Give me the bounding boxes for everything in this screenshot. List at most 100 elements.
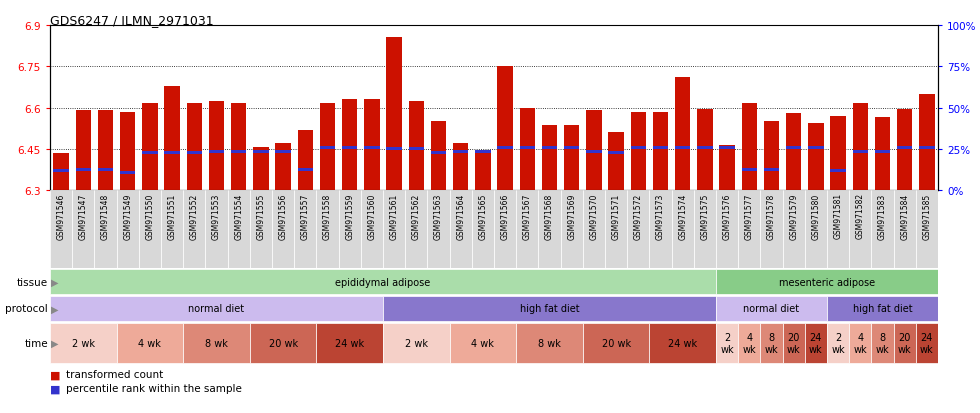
Bar [250, 190, 272, 268]
Text: GSM971558: GSM971558 [323, 193, 332, 239]
Text: GSM971574: GSM971574 [678, 193, 687, 239]
Bar [694, 190, 716, 268]
Text: GSM971553: GSM971553 [212, 193, 221, 239]
Bar [206, 190, 227, 268]
Text: GSM971556: GSM971556 [278, 193, 287, 239]
Text: protocol: protocol [5, 304, 48, 314]
Text: GSM971552: GSM971552 [190, 193, 199, 239]
Text: GSM971573: GSM971573 [656, 193, 665, 239]
Bar [783, 190, 805, 268]
Text: GSM971583: GSM971583 [878, 193, 887, 239]
Bar [853, 104, 868, 190]
Bar [671, 190, 694, 268]
Bar [497, 147, 513, 150]
Text: GSM971550: GSM971550 [145, 193, 155, 239]
Bar [120, 112, 135, 190]
Text: GSM971567: GSM971567 [522, 193, 532, 239]
Bar [697, 109, 712, 190]
Text: GSM971560: GSM971560 [368, 193, 376, 239]
Text: 24 wk: 24 wk [335, 338, 365, 348]
Bar [609, 152, 624, 155]
Bar [805, 190, 827, 268]
Bar [317, 323, 383, 363]
Bar [853, 151, 868, 154]
Bar [742, 104, 758, 190]
Text: GSM971571: GSM971571 [612, 193, 620, 239]
Text: GSM971581: GSM971581 [834, 193, 843, 239]
Bar [564, 147, 579, 150]
Text: normal diet: normal diet [744, 304, 800, 314]
Bar [875, 118, 890, 190]
Bar [894, 190, 915, 268]
Text: GSM971555: GSM971555 [257, 193, 266, 239]
Bar [742, 169, 758, 171]
Bar [450, 190, 471, 268]
Text: GSM971575: GSM971575 [701, 193, 710, 239]
Text: 20
wk: 20 wk [898, 332, 911, 354]
Text: GSM971580: GSM971580 [811, 193, 820, 239]
Bar [850, 190, 871, 268]
Bar [53, 154, 69, 190]
Bar [361, 190, 383, 268]
Bar [386, 148, 402, 151]
Bar [53, 170, 69, 173]
Text: 4
wk: 4 wk [743, 332, 757, 354]
Bar [98, 169, 114, 171]
Text: percentile rank within the sample: percentile rank within the sample [66, 384, 241, 394]
Bar [117, 190, 139, 268]
Bar [675, 147, 691, 150]
Bar [431, 122, 446, 190]
Bar [605, 190, 627, 268]
Bar [50, 296, 383, 322]
Bar [871, 323, 894, 363]
Text: 8
wk: 8 wk [764, 332, 778, 354]
Text: GSM971549: GSM971549 [123, 193, 132, 239]
Bar [805, 323, 827, 363]
Bar [294, 190, 317, 268]
Text: GSM971585: GSM971585 [922, 193, 931, 239]
Bar [383, 190, 405, 268]
Bar [830, 116, 846, 190]
Text: ▶: ▶ [51, 338, 59, 348]
Text: GSM971576: GSM971576 [722, 193, 732, 239]
Bar [165, 86, 180, 190]
Bar [183, 190, 206, 268]
Bar [875, 151, 890, 154]
Bar [250, 323, 317, 363]
Bar [650, 323, 716, 363]
Text: 24
wk: 24 wk [920, 332, 934, 354]
Text: GSM971572: GSM971572 [634, 193, 643, 239]
Bar [519, 108, 535, 190]
Text: GSM971554: GSM971554 [234, 193, 243, 239]
Text: ■: ■ [50, 370, 61, 380]
Bar [716, 323, 738, 363]
Bar [50, 269, 716, 295]
Text: tissue: tissue [17, 277, 48, 287]
Bar [827, 190, 850, 268]
Text: GSM971582: GSM971582 [856, 193, 864, 239]
Bar [850, 323, 871, 363]
Bar [383, 296, 716, 322]
Bar [760, 323, 783, 363]
Bar [386, 38, 402, 190]
Bar [719, 145, 735, 190]
Bar [786, 147, 802, 150]
Text: 8 wk: 8 wk [538, 338, 561, 348]
Text: ▶: ▶ [51, 304, 59, 314]
Bar [561, 190, 583, 268]
Text: GSM971561: GSM971561 [390, 193, 399, 239]
Bar [583, 190, 605, 268]
Bar [253, 151, 269, 154]
Bar [383, 323, 450, 363]
Bar [542, 126, 558, 190]
Bar [120, 171, 135, 174]
Text: GSM971562: GSM971562 [412, 193, 420, 239]
Bar [894, 323, 915, 363]
Text: transformed count: transformed count [66, 370, 163, 380]
Bar [827, 296, 938, 322]
Text: ▶: ▶ [51, 277, 59, 287]
Text: epididymal adipose: epididymal adipose [335, 277, 430, 287]
Text: GSM971566: GSM971566 [501, 193, 510, 239]
Bar [919, 95, 935, 190]
Bar [919, 147, 935, 150]
